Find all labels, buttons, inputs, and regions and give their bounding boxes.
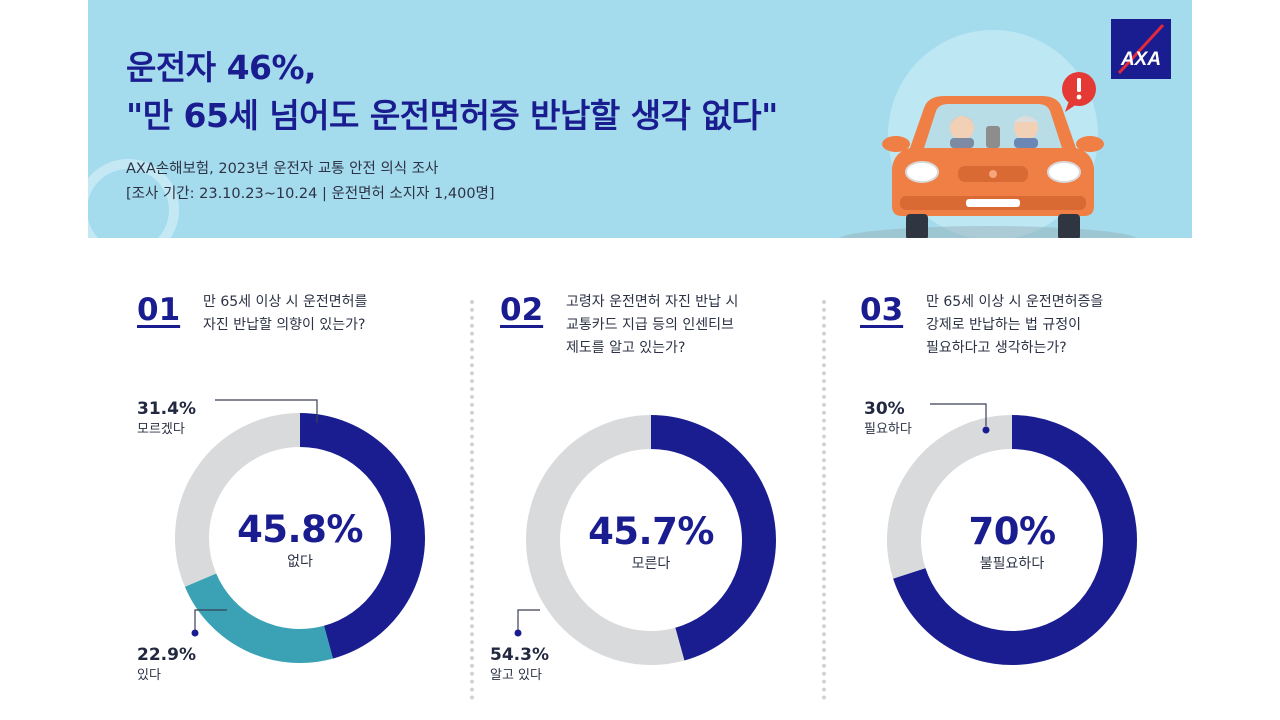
panel-number: 02 — [500, 292, 544, 328]
center-text: 없다 — [287, 554, 313, 570]
divider-2 — [822, 300, 826, 700]
label-bottom-value: 54.3% — [490, 645, 549, 665]
panel-question: 만 65세 이상 시 운전면허증을 강제로 반납하는 법 규정이 필요하다고 생… — [926, 291, 1176, 360]
survey-info: AXA손해보험, 2023년 운전자 교통 안전 의식 조사 [조사 기간: 2… — [126, 157, 495, 207]
leader-dot-top — [982, 426, 990, 434]
panel-question: 고령자 운전면허 자진 반납 시 교통카드 지급 등의 인센티브 제도를 알고 … — [566, 291, 816, 360]
panel-question: 만 65세 이상 시 운전면허를 자진 반납할 의향이 있는가? — [203, 291, 453, 337]
panel-2: 02 고령자 운전면허 자진 반납 시 교통카드 지급 등의 인센티브 제도를 … — [490, 288, 840, 708]
page-title: 운전자 46%, "만 65세 넘어도 운전면허증 반납할 생각 없다" — [126, 44, 778, 140]
header-banner: 운전자 46%, "만 65세 넘어도 운전면허증 반납할 생각 없다" AXA… — [88, 0, 1192, 238]
question-line: 교통카드 지급 등의 인센티브 — [566, 317, 734, 333]
title-line-1: 운전자 46%, — [126, 48, 317, 87]
title-line-2: "만 65세 넘어도 운전면허증 반납할 생각 없다" — [126, 96, 778, 135]
leader-line-top — [930, 403, 987, 426]
question-line: 강제로 반납하는 법 규정이 — [926, 317, 1082, 333]
donut-slice-2 — [526, 415, 685, 665]
label-bottom-text: 있다 — [137, 668, 161, 683]
label-top-text: 모르겠다 — [137, 422, 185, 437]
donut-chart-1 — [175, 399, 425, 663]
question-line: 필요하다고 생각하는가? — [926, 340, 1067, 356]
divider-1 — [470, 300, 474, 700]
donut-slice-1 — [650, 415, 776, 661]
center-value: 45.8% — [237, 508, 363, 551]
label-top-value: 31.4% — [137, 399, 196, 419]
leader-line-bottom — [517, 609, 540, 630]
donut-slice-2 — [887, 415, 1013, 579]
question-line: 만 65세 이상 시 운전면허를 — [203, 294, 368, 310]
survey-source: AXA손해보험, 2023년 운전자 교통 안전 의식 조사 — [126, 161, 439, 177]
leader-dot-bottom — [191, 629, 199, 637]
leader-dot-bottom — [514, 629, 522, 637]
donut-chart-2 — [514, 415, 776, 665]
center-label: 45.7% 모른다 — [551, 510, 751, 574]
axa-logo: AXA — [1111, 19, 1171, 79]
decor-ring-left — [88, 159, 179, 238]
logo-text: AXA — [1120, 49, 1161, 70]
center-text: 모른다 — [631, 556, 671, 572]
infographic: 운전자 46%, "만 65세 넘어도 운전면허증 반납할 생각 없다" AXA… — [88, 0, 1192, 720]
leader-dot-top — [313, 424, 321, 432]
car-icon — [882, 72, 1104, 238]
center-value: 70% — [968, 510, 1056, 553]
donut-slice-2 — [184, 572, 333, 663]
panel-number: 03 — [860, 292, 904, 328]
label-top: 31.4% 모르겠다 — [137, 398, 196, 440]
question-line: 제도를 알고 있는가? — [566, 340, 686, 356]
label-bottom-value: 22.9% — [137, 645, 196, 665]
survey-period: [조사 기간: 23.10.23~10.24 | 운전면허 소지자 1,400명… — [126, 186, 495, 202]
label-top-value: 30% — [864, 399, 905, 419]
question-line: 자진 반납할 의향이 있는가? — [203, 317, 366, 333]
donut-chart-3 — [887, 403, 1137, 665]
panel-number: 01 — [137, 292, 181, 328]
leader-line-bottom — [194, 609, 227, 630]
leader-line-top — [215, 399, 318, 423]
center-text: 불필요하다 — [979, 556, 1045, 572]
panel-3: 03 만 65세 이상 시 운전면허증을 강제로 반납하는 법 규정이 필요하다… — [860, 288, 1192, 708]
question-line: 만 65세 이상 시 운전면허증을 — [926, 294, 1104, 310]
label-bottom: 22.9% 있다 — [137, 644, 196, 686]
label-top: 30% 필요하다 — [864, 398, 912, 440]
center-label: 45.8% 없다 — [200, 508, 400, 572]
label-top-text: 필요하다 — [864, 422, 912, 437]
center-label: 70% 불필요하다 — [912, 510, 1112, 574]
center-value: 45.7% — [588, 510, 714, 553]
label-bottom-text: 알고 있다 — [490, 668, 542, 683]
label-bottom: 54.3% 알고 있다 — [490, 644, 549, 686]
panel-1: 01 만 65세 이상 시 운전면허를 자진 반납할 의향이 있는가? 31.4… — [137, 288, 477, 708]
donut-slice-1 — [893, 415, 1137, 665]
question-line: 고령자 운전면허 자진 반납 시 — [566, 294, 739, 310]
donut-slice-3 — [175, 413, 301, 587]
donut-slice-1 — [299, 413, 425, 659]
